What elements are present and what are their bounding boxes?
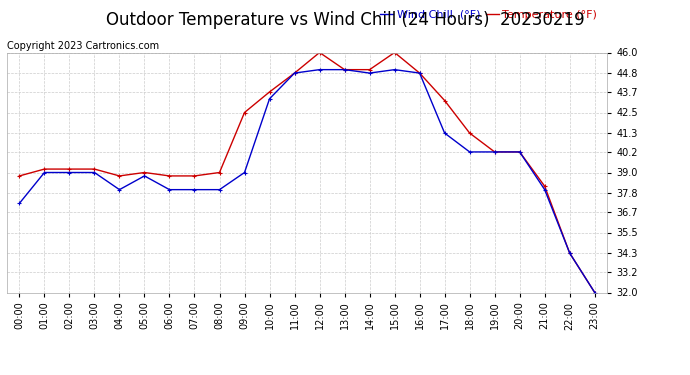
Legend: Wind Chill  (°F), Temperature (°F): Wind Chill (°F), Temperature (°F) — [375, 5, 602, 24]
Text: Copyright 2023 Cartronics.com: Copyright 2023 Cartronics.com — [7, 41, 159, 51]
Text: Outdoor Temperature vs Wind Chill (24 Hours)  20230219: Outdoor Temperature vs Wind Chill (24 Ho… — [106, 11, 584, 29]
